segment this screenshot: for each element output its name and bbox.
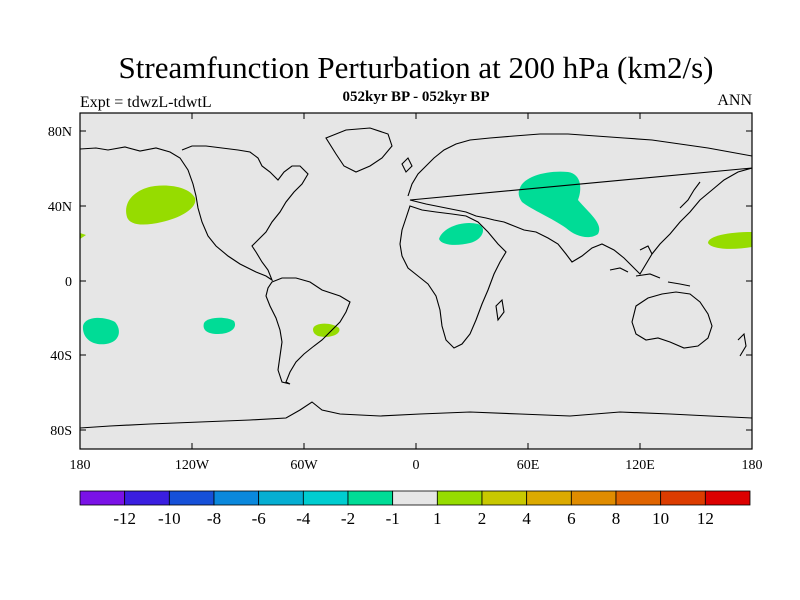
experiment-label: Expt = tdwzL-tdwtL xyxy=(80,94,212,111)
eurasia-coast xyxy=(407,133,752,275)
colorbar-label: -8 xyxy=(207,509,221,528)
colorbar-swatch xyxy=(481,490,528,506)
negative-anomaly-south-pacific-east xyxy=(203,317,236,334)
latitude-axis: 80N 40N 0 40S 80S xyxy=(48,125,752,439)
colorbar-label: 8 xyxy=(612,509,621,528)
colorbar-label: 4 xyxy=(522,509,531,528)
colorbar-label: 1 xyxy=(433,509,442,528)
colorbar-label: 2 xyxy=(478,509,487,528)
lat-tick-label: 80N xyxy=(48,125,72,140)
colorbar-swatch xyxy=(392,490,438,506)
positive-anomaly-west-pacific xyxy=(708,232,752,249)
colorbar-swatch xyxy=(124,490,170,506)
colorbar-label: -6 xyxy=(252,509,266,528)
antarctica-coast xyxy=(80,401,752,429)
colorbar-swatch xyxy=(302,490,349,506)
british-isles xyxy=(401,157,413,173)
colorbar-label: 6 xyxy=(567,509,576,528)
negative-anomaly-middle-east xyxy=(439,222,484,245)
colorbar-label: -2 xyxy=(341,509,355,528)
colorbar-swatch xyxy=(258,490,304,506)
lon-tick-label: 180 xyxy=(742,458,763,473)
madagascar xyxy=(495,298,505,322)
colorbar-label: 12 xyxy=(697,509,714,528)
colorbar-swatch xyxy=(570,490,617,506)
colorbar-swatch xyxy=(526,490,572,506)
colorbar-label: 10 xyxy=(652,509,669,528)
greenland-coast xyxy=(325,127,393,173)
plot-title: Streamfunction Perturbation at 200 hPa (… xyxy=(118,50,714,85)
colorbar-swatch xyxy=(79,490,126,506)
colorbar-label: -1 xyxy=(386,509,400,528)
lat-tick-label: 40N xyxy=(48,200,72,215)
lon-tick-label: 180 xyxy=(70,458,91,473)
colorbar-swatch xyxy=(347,490,394,506)
lon-tick-label: 60E xyxy=(517,458,540,473)
colorbar: -12 -10 -8 -6 -4 -2 -1 1 2 4 6 8 10 12 xyxy=(79,490,751,528)
positive-anomaly-north-pacific xyxy=(126,185,196,225)
new-zealand xyxy=(737,332,747,357)
colorbar-swatch xyxy=(213,490,260,506)
lat-tick-label: 80S xyxy=(50,424,72,439)
lon-tick-label: 120W xyxy=(175,458,210,473)
colorbar-swatch xyxy=(436,490,483,506)
map-background xyxy=(80,113,752,449)
positive-anomaly-dateline-edge xyxy=(80,233,86,239)
africa-coast xyxy=(399,205,507,349)
negative-anomaly-south-pacific-west xyxy=(82,317,119,345)
colorbar-label: -4 xyxy=(296,509,311,528)
colorbar-swatch xyxy=(168,490,215,506)
north-america-coast xyxy=(80,145,309,282)
longitude-axis: 180 120W 60W 0 60E 120E 180 xyxy=(70,113,763,473)
lon-tick-label: 60W xyxy=(290,458,318,473)
lat-tick-label: 0 xyxy=(65,275,72,290)
australia-coast xyxy=(631,291,713,349)
colorbar-swatch xyxy=(704,490,751,506)
colorbar-label: -12 xyxy=(113,509,136,528)
indonesia-islands xyxy=(609,245,691,287)
colorbar-label: -10 xyxy=(158,509,181,528)
plot-subtitle: 052kyr BP - 052kyr BP xyxy=(342,89,490,105)
south-america-coast xyxy=(265,277,351,385)
coastlines xyxy=(80,127,752,429)
season-label: ANN xyxy=(717,92,752,109)
japan-coast xyxy=(679,181,701,209)
positive-anomaly-south-america xyxy=(313,323,340,337)
lon-tick-label: 0 xyxy=(413,458,420,473)
lat-tick-label: 40S xyxy=(50,349,72,364)
colorbar-swatch xyxy=(660,490,706,506)
colorbar-swatch xyxy=(615,490,662,506)
lon-tick-label: 120E xyxy=(625,458,655,473)
